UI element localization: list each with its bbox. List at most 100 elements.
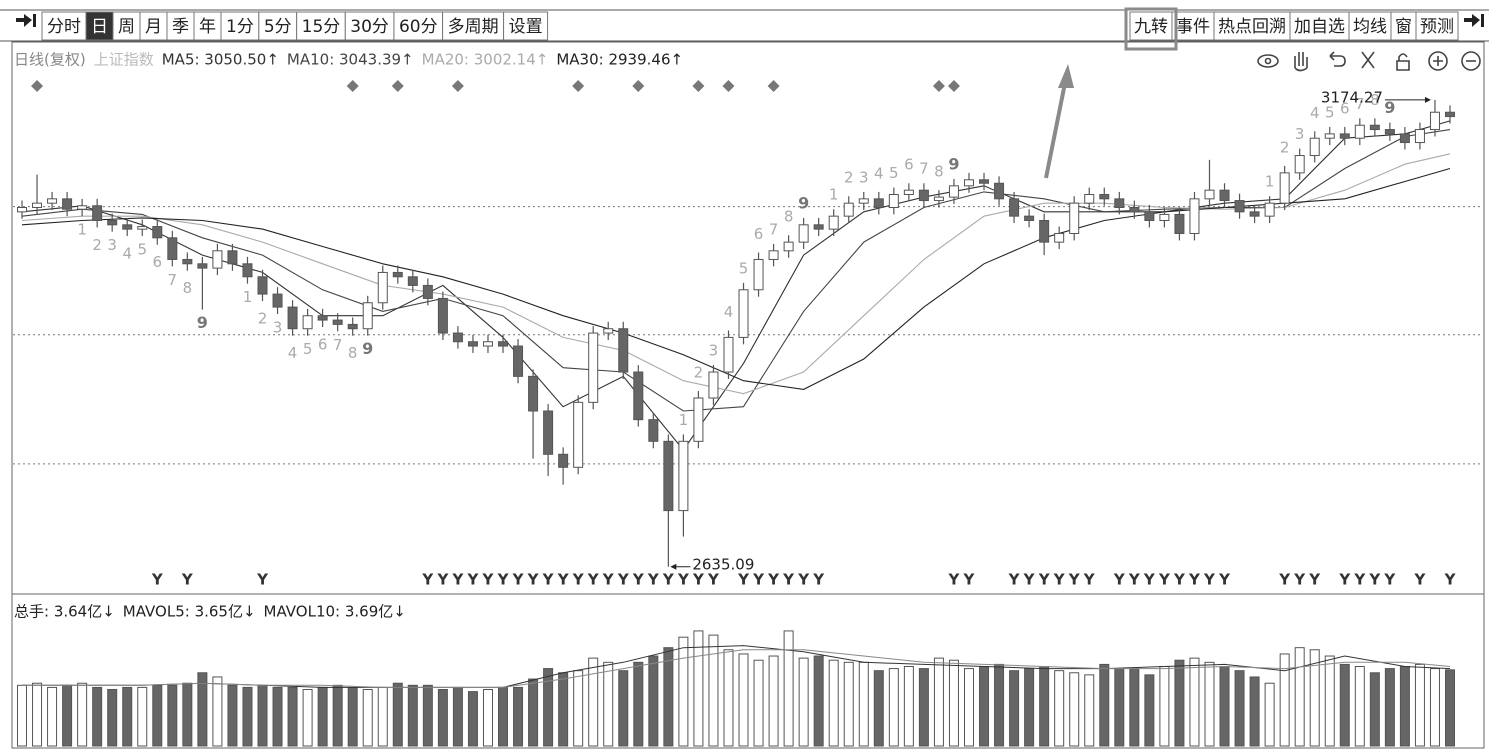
candle-body	[918, 189, 929, 202]
candle-body	[137, 226, 148, 230]
toolbar-button[interactable]	[393, 11, 444, 41]
candle-body	[933, 196, 944, 202]
event-diamond[interactable]	[31, 80, 44, 92]
event-diamond[interactable]	[692, 80, 705, 92]
event-diamond[interactable]	[722, 80, 735, 92]
candle-body	[693, 397, 704, 442]
event-diamond[interactable]	[572, 80, 585, 92]
nine-turn-label: 1	[1265, 173, 1275, 191]
candle-body	[482, 341, 493, 347]
toolbar-button[interactable]	[258, 11, 298, 41]
event-diamond[interactable]	[632, 80, 645, 92]
toolbar-button[interactable]	[503, 11, 549, 41]
nine-turn-label: 6	[1340, 99, 1350, 117]
toolbar-button[interactable]	[139, 11, 168, 41]
event-diamond[interactable]	[391, 80, 404, 92]
volume-bar	[828, 659, 839, 747]
candle-body	[1414, 129, 1425, 144]
signal-label: Y	[948, 571, 961, 589]
toolbar-button[interactable]	[1415, 11, 1459, 41]
legend-entry[interactable]: MA30: 2939.46↑	[556, 51, 683, 69]
nine-turn-label: 7	[333, 336, 343, 354]
nine-turn-label: 2	[694, 364, 704, 382]
signal-label: Y	[963, 571, 976, 589]
lock-icon[interactable]	[1396, 53, 1410, 71]
nine-turn-label: 5	[889, 164, 899, 182]
undo-icon[interactable]	[1329, 51, 1346, 67]
signal-label: Y	[1068, 571, 1081, 589]
toolbar-button[interactable]	[1213, 11, 1291, 41]
nine-turn-label: 4	[724, 303, 734, 321]
hand-icon[interactable]	[1294, 52, 1308, 72]
event-diamond[interactable]	[932, 80, 945, 92]
signal-label: Y	[557, 571, 570, 589]
zoom-out-icon[interactable]	[1461, 51, 1481, 71]
signal-label: Y	[497, 571, 510, 589]
candle-body	[1204, 189, 1215, 200]
volume-bar	[1369, 672, 1380, 747]
candle-body	[107, 219, 118, 226]
volume-bar	[1099, 663, 1110, 747]
toolbar-button[interactable]	[193, 11, 222, 41]
signal-label: Y	[1413, 571, 1426, 589]
icon-part	[1464, 18, 1476, 22]
signal-label: Y	[1338, 571, 1351, 589]
toolbar-button[interactable]	[1171, 11, 1215, 41]
right-arrow-icon[interactable]	[1464, 14, 1484, 27]
volume-bar	[197, 672, 208, 747]
volume-bar	[693, 630, 704, 747]
toolbar-button[interactable]	[1289, 11, 1350, 41]
volume-bar	[648, 655, 659, 747]
cut-icon[interactable]	[1361, 51, 1375, 69]
nine-turn-label: 8	[183, 279, 193, 297]
candle-body	[377, 271, 388, 304]
volume-bar	[933, 657, 944, 747]
event-diamond[interactable]	[451, 80, 464, 92]
candle-body	[407, 276, 418, 286]
legend-entry[interactable]: MA10: 3043.39↑	[287, 51, 414, 69]
signal-label: Y	[436, 571, 449, 589]
volume-bar	[753, 659, 764, 747]
toolbar-label: 热点回溯	[1218, 17, 1286, 37]
legend-entry[interactable]: MA20: 3002.14↑	[422, 51, 549, 69]
toolbar-label: 60分	[399, 17, 438, 37]
toolbar-button[interactable]	[85, 11, 114, 41]
nine-turn-label: 7	[769, 220, 779, 238]
left-arrow-icon[interactable]	[16, 14, 36, 27]
volume-bar	[242, 686, 253, 747]
volume-bar	[62, 684, 73, 747]
toolbar-label: 月	[145, 17, 162, 37]
event-diamond[interactable]	[947, 80, 960, 92]
signal-label: Y	[617, 571, 630, 589]
toolbar-label: 分时	[47, 17, 81, 37]
annotation-arrowhead	[670, 563, 677, 570]
volume-bar	[47, 686, 58, 747]
toolbar-button[interactable]	[344, 11, 395, 41]
candle-body	[182, 258, 193, 265]
candle-body	[1324, 133, 1335, 139]
candle-body	[753, 258, 764, 291]
signal-label: Y	[1083, 571, 1096, 589]
signal-label: Y	[1158, 571, 1171, 589]
ma-line	[21, 167, 1451, 390]
toolbar-button[interactable]	[1129, 11, 1173, 41]
candle-body	[392, 271, 403, 278]
icon-part	[1481, 14, 1484, 27]
event-diamond[interactable]	[767, 80, 780, 92]
signal-label: Y	[181, 571, 194, 589]
volume-bar	[347, 686, 358, 747]
eye-icon[interactable]	[1257, 54, 1279, 68]
legend-entry[interactable]: MA5: 3050.50↑	[162, 51, 279, 69]
candle-body	[1429, 111, 1440, 131]
volume-bar	[437, 689, 448, 747]
candle-body	[242, 263, 253, 278]
toolbar-label: 窗	[1395, 17, 1412, 37]
signal-label: Y	[797, 571, 810, 589]
candle-body	[678, 440, 689, 512]
volume-bar	[573, 670, 584, 747]
zoom-in-icon[interactable]	[1428, 51, 1448, 71]
signal-label: Y	[632, 571, 645, 589]
signal-label: Y	[587, 571, 600, 589]
volume-bar	[92, 686, 103, 747]
event-diamond[interactable]	[346, 80, 359, 92]
